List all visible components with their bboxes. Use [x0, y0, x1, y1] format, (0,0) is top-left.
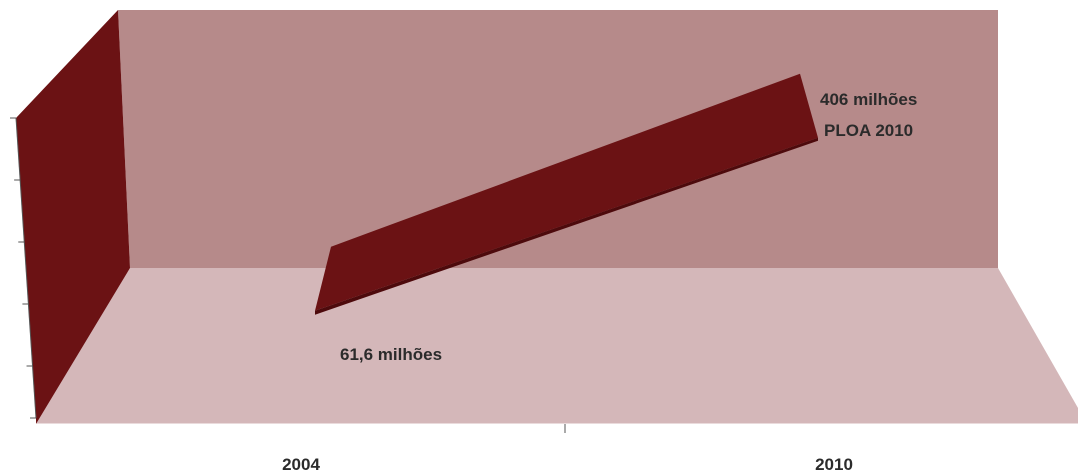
x-tick-label-2004: 2004 — [282, 455, 320, 474]
data-label-end: 406 milhões — [820, 90, 917, 109]
x-tick-label-2010: 2010 — [815, 455, 853, 474]
side-wall — [16, 10, 130, 424]
data-label-end-note: PLOA 2010 — [824, 121, 913, 140]
y-axis-line — [15, 117, 37, 419]
floor — [36, 268, 1078, 424]
back-wall — [118, 10, 998, 268]
ribbon-top-face — [315, 73, 818, 311]
data-label-start: 61,6 milhões — [340, 345, 442, 364]
y-axis-ticks — [10, 117, 36, 419]
ribbon-front-edge — [315, 137, 818, 315]
ribbon-series — [315, 73, 818, 315]
